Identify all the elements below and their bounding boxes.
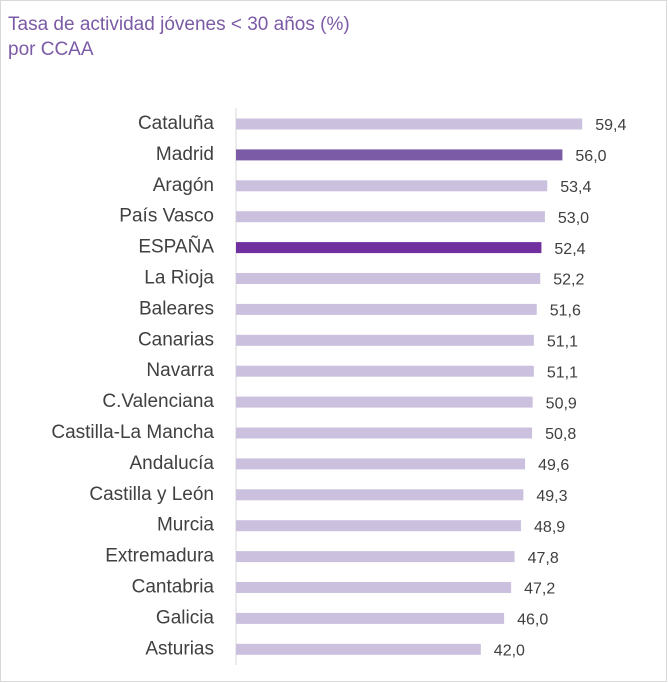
value-label: 47,2 [524,581,555,598]
value-label: 48,9 [534,519,565,536]
y-tick-label: Andalucía [129,453,214,474]
y-tick-label: Canarias [138,329,214,350]
value-label: 56,0 [575,148,606,165]
value-label: 52,4 [554,241,585,258]
chart-subtitle: por CCAA [8,39,94,60]
value-label: 53,4 [560,179,591,196]
bar [236,643,481,655]
chart-title: Tasa de actividad jóvenes < 30 años (%) [8,14,350,35]
value-label: 53,0 [558,210,589,227]
value-label: 49,6 [538,457,569,474]
bar [236,211,545,223]
y-tick-label: Murcia [157,515,214,536]
y-tick-label: Aragón [153,175,214,196]
y-tick-label: C.Valenciana [102,391,214,412]
bar [236,427,533,439]
value-label: 51,1 [547,364,578,381]
value-label: 52,2 [553,272,584,289]
bar [236,242,542,254]
bar [236,118,583,130]
value-label: 51,1 [547,334,578,351]
y-tick-label: ESPAÑA [138,236,214,258]
value-label: 42,0 [494,643,525,660]
value-label: 59,4 [595,117,626,134]
bar [236,334,534,346]
bar [236,520,522,532]
bar [236,180,548,192]
y-tick-label: Galicia [156,607,215,628]
y-tick-label: Extremadura [105,546,214,567]
bar [236,582,512,593]
bar [236,612,505,624]
y-tick-label: Navarra [146,360,214,381]
bar [236,273,541,284]
value-label: 46,0 [517,612,548,629]
bar [236,489,524,501]
bar [236,551,515,563]
y-tick-label: Castilla-La Mancha [51,422,214,443]
value-label: 50,8 [545,426,576,443]
bar [236,365,534,377]
value-label: 50,9 [546,395,577,412]
y-tick-label: La Rioja [144,268,214,289]
y-tick-label: País Vasco [119,206,214,227]
y-tick-label: Baleares [139,298,214,319]
value-label: 51,6 [550,303,581,320]
bar [236,303,537,315]
y-tick-label: Castilla y León [89,484,214,505]
value-label: 47,8 [528,550,559,567]
y-tick-label: Asturias [145,638,214,659]
value-label: 49,3 [536,488,567,505]
y-tick-label: Cantabria [132,577,215,598]
y-tick-label: Madrid [156,144,214,165]
bar [236,458,526,470]
bar [236,396,533,408]
y-tick-label: Cataluña [138,113,214,134]
bar [236,149,563,161]
